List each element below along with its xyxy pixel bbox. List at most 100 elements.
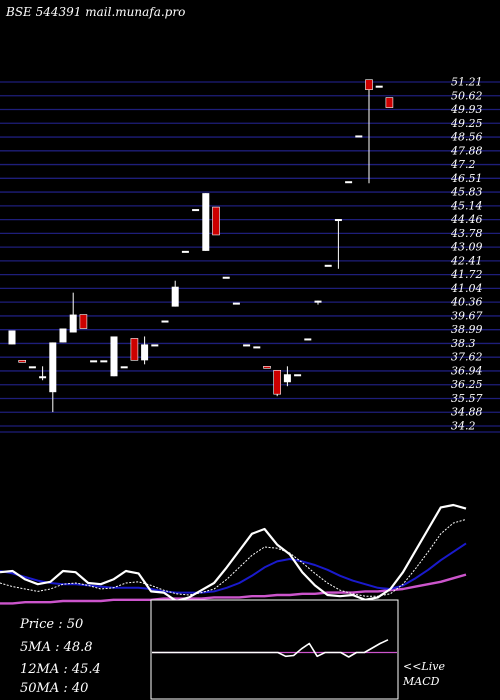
y-tick-label: 49.25 — [450, 117, 483, 130]
candle-body — [324, 264, 332, 267]
candle — [171, 280, 179, 307]
candle-body — [222, 276, 230, 279]
candle-body — [171, 286, 179, 307]
candle-body — [161, 320, 169, 323]
y-tick-label: 36.94 — [451, 364, 483, 377]
candle-body — [130, 338, 139, 361]
y-tick-label: 38.3 — [451, 337, 476, 350]
stat-ma5: 5MA : 48.8 — [20, 640, 93, 655]
candle-body — [181, 250, 189, 253]
candle — [39, 366, 47, 381]
y-tick-label: 47.2 — [450, 158, 476, 171]
y-tick-label: 48.56 — [450, 131, 483, 144]
macd-frame — [150, 599, 399, 700]
y-tick-label: 35.57 — [451, 392, 483, 405]
candle-body — [232, 302, 240, 305]
candle-body — [304, 338, 312, 341]
y-tick-label: 43.09 — [450, 241, 483, 254]
candle — [385, 97, 394, 108]
candle-body — [120, 366, 128, 369]
candle — [324, 264, 332, 267]
candle — [212, 206, 220, 236]
y-tick-label: 34.88 — [451, 406, 483, 419]
candle — [283, 366, 291, 387]
stat-ma50: 50MA : 40 — [20, 681, 88, 696]
candle-body — [8, 330, 16, 345]
y-tick-label: 50.62 — [451, 89, 483, 102]
candle — [18, 360, 27, 363]
macd-label: MACD — [402, 675, 440, 688]
candle — [294, 374, 302, 377]
candle-body — [18, 360, 27, 363]
moving-average-panel — [0, 503, 467, 605]
y-tick-label: 43.78 — [450, 227, 483, 240]
y-tick-label: 44.46 — [450, 213, 483, 226]
y-tick-label: 38.99 — [451, 323, 483, 336]
candle — [375, 85, 383, 88]
candle — [202, 193, 210, 251]
candle — [90, 360, 98, 363]
candle-body — [345, 181, 353, 184]
y-tick-label: 41.04 — [450, 282, 483, 295]
macd-line — [152, 639, 389, 658]
candle — [181, 250, 189, 253]
macd-panel: <<Live MACD — [150, 599, 445, 700]
candle — [334, 219, 342, 269]
candle-body — [69, 314, 77, 333]
price-grid: 51.2150.6249.9349.2548.5647.8847.246.514… — [0, 76, 500, 433]
candle-body — [365, 79, 373, 90]
candle-body — [90, 360, 98, 363]
y-tick-label: 51.21 — [451, 76, 483, 89]
y-tick-label: 39.67 — [451, 309, 483, 322]
macd-lines — [152, 639, 397, 658]
candle-body — [39, 376, 47, 379]
candle-body — [59, 328, 67, 343]
macd-live-label: <<Live — [403, 660, 445, 673]
ma5-line — [0, 518, 467, 597]
candle — [110, 336, 118, 377]
candle-body — [212, 206, 220, 236]
candle — [79, 314, 88, 329]
ma12-line — [0, 542, 467, 594]
candle-body — [355, 135, 363, 138]
y-tick-label: 40.36 — [450, 296, 483, 309]
candle-body — [49, 342, 57, 393]
candle — [161, 320, 169, 323]
candle-body — [100, 360, 108, 363]
candle — [314, 300, 322, 305]
candle-body — [79, 314, 88, 329]
candle — [100, 360, 108, 363]
candle-body — [253, 346, 261, 349]
y-tick-label: 45.83 — [450, 186, 483, 199]
y-tick-label: 37.62 — [451, 351, 483, 364]
candle-body — [314, 300, 322, 303]
candle — [365, 79, 373, 184]
candle — [120, 366, 128, 369]
y-tick-label: 46.51 — [450, 172, 483, 185]
candle — [8, 330, 16, 345]
y-tick-label: 42.41 — [450, 254, 483, 267]
candlestick-series — [8, 79, 394, 413]
candle — [69, 292, 77, 333]
candle — [28, 366, 36, 369]
price-line — [0, 503, 467, 603]
candle-body — [28, 366, 36, 369]
y-tick-label: 41.72 — [450, 268, 483, 281]
y-tick-label: 36.25 — [451, 378, 483, 391]
stat-ma12: 12MA : 45.4 — [20, 662, 101, 677]
y-tick-label: 45.14 — [450, 199, 483, 212]
candle — [192, 209, 200, 212]
chart-title: BSE 544391 mail.munafa.pro — [5, 5, 185, 19]
candle-body — [273, 369, 282, 395]
candle-body — [192, 209, 200, 212]
candle-body — [243, 344, 251, 347]
y-tick-label: 49.93 — [450, 103, 483, 116]
candle-body — [141, 344, 149, 361]
candle-body — [151, 344, 159, 347]
candle-body — [334, 219, 342, 222]
stat-price: Price : 50 — [19, 617, 83, 632]
candle-body — [283, 374, 291, 383]
candle — [141, 336, 149, 365]
